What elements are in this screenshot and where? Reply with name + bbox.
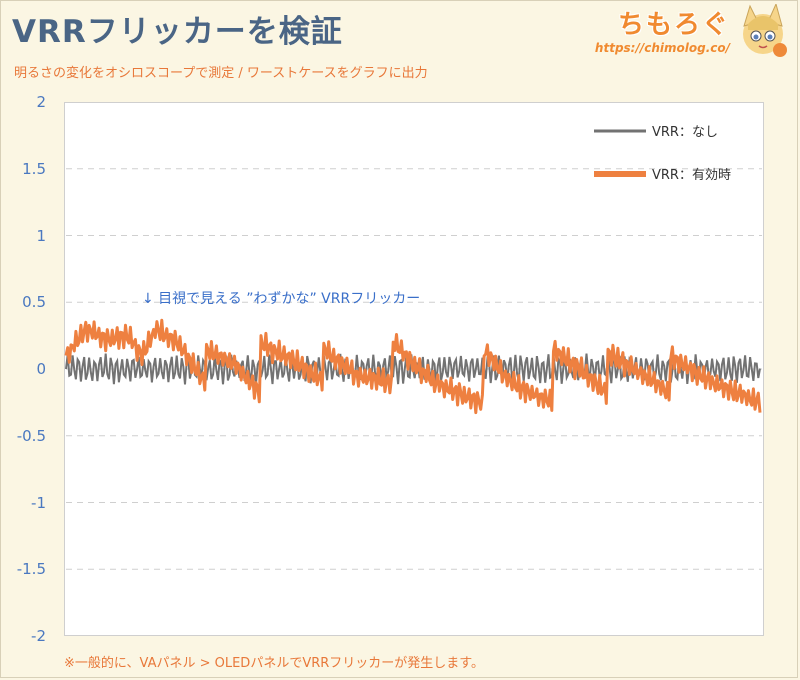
y-tick-label: 0.5 <box>22 293 46 312</box>
legend-label: VRR：有効時 <box>652 168 731 183</box>
y-tick-label: 1 <box>36 226 46 245</box>
y-tick-label: 1.5 <box>22 159 46 178</box>
page-subtitle: 明るさの変化をオシロスコープで測定 / ワーストケースをグラフに出力 <box>14 66 428 81</box>
y-tick-label: -1 <box>31 493 46 512</box>
series-line-vrr-on <box>64 318 762 415</box>
legend-label: VRR：なし <box>652 125 718 140</box>
y-tick-label: 0 <box>36 360 46 378</box>
page-title: VRRフリッカーを検証 <box>12 14 343 50</box>
brand-url[interactable]: https://chimolog.co/ <box>594 41 730 55</box>
footnote: ※一般的に、VAパネル > OLEDパネルでVRRフリッカーが発生します。 <box>64 656 484 671</box>
y-tick-label: -1.5 <box>16 560 46 579</box>
y-tick-label: -0.5 <box>16 426 46 445</box>
brand-block[interactable]: ちもろぐ https://chimolog.co/ <box>595 4 730 55</box>
flicker-annotation: ↓ 目視で見える ”わずかな” VRRフリッカー <box>142 291 421 307</box>
mascot-avatar-icon <box>743 4 787 57</box>
brand-name: ちもろぐ <box>617 10 730 40</box>
y-tick-label: 2 <box>36 93 46 111</box>
y-tick-label: -2 <box>31 627 46 645</box>
